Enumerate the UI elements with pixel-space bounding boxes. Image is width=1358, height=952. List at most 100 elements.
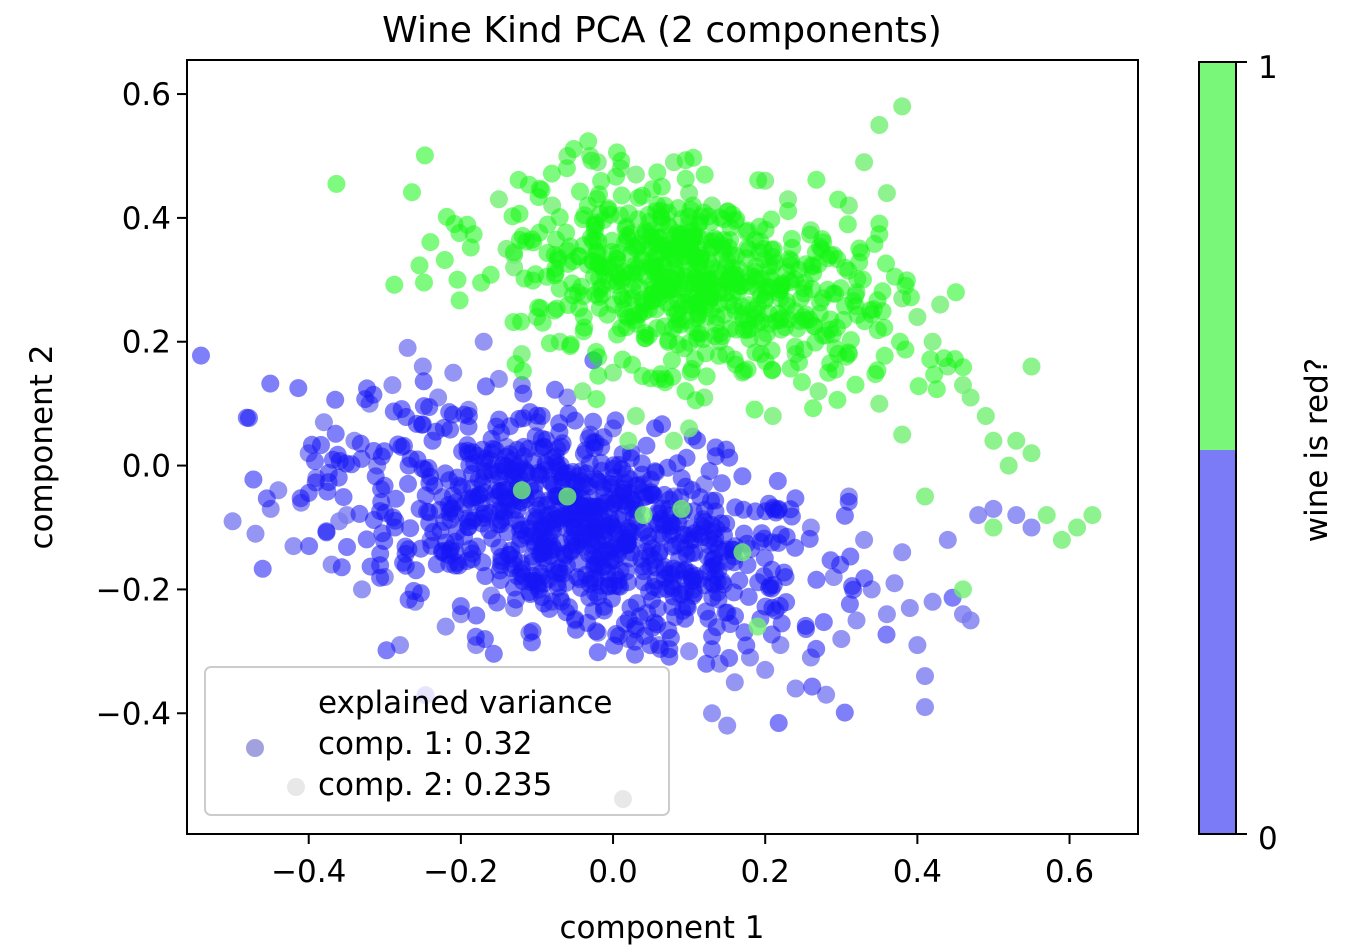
white-wine-point	[475, 483, 494, 502]
y-axis-ticks: −0.4 −0.2 0.0 0.2 0.4 0.6	[96, 77, 187, 732]
red-wine-point	[961, 388, 980, 407]
red-wine-point	[794, 279, 813, 298]
scatter-points-layer	[192, 97, 1102, 735]
white-wine-point	[584, 412, 603, 431]
red-wine-point	[533, 313, 552, 332]
red-wine-point	[1007, 431, 1026, 450]
red-wine-point	[652, 177, 671, 196]
white-wine-point	[916, 698, 934, 717]
white-wine-point	[720, 649, 739, 667]
white-wine-point	[414, 372, 433, 391]
red-wine-point	[450, 291, 469, 310]
white-wine-point	[768, 472, 787, 490]
red-wine-point	[727, 246, 746, 265]
red-wine-point	[509, 170, 528, 189]
red-wine-point	[385, 275, 404, 294]
legend-line-3: comp. 2: 0.235	[318, 767, 552, 803]
white-wine-point	[707, 618, 726, 637]
red-wine-point	[723, 284, 742, 303]
white-wine-point	[684, 530, 703, 549]
white-wine-point	[653, 499, 672, 518]
white-wine-point	[579, 429, 598, 448]
white-wine-point	[364, 511, 383, 529]
red-wine-point	[921, 350, 940, 369]
white-wine-point	[756, 502, 775, 521]
white-wine-point	[257, 489, 276, 508]
red-wine-point	[769, 304, 788, 323]
red-wine-point	[790, 261, 808, 279]
red-wine-point	[604, 363, 622, 382]
white-wine-point	[338, 538, 356, 556]
red-wine-point	[927, 380, 946, 399]
white-wine-point	[361, 557, 380, 576]
white-wine-point	[386, 489, 405, 508]
white-wine-point	[908, 636, 927, 655]
red-wine-point	[752, 286, 770, 305]
white-wine-point	[923, 592, 942, 611]
white-wine-point	[938, 530, 957, 549]
white-wine-point	[384, 508, 403, 527]
white-wine-point	[643, 485, 662, 504]
red-wine-point	[875, 346, 894, 365]
red-wine-point	[596, 266, 615, 285]
white-wine-point	[501, 417, 519, 436]
plot-frame	[186, 59, 1139, 835]
white-wine-point	[697, 654, 716, 673]
white-wine-point	[534, 594, 553, 613]
white-wine-point	[618, 536, 636, 555]
red-wine-point	[846, 375, 865, 394]
red-wine-point	[852, 243, 871, 262]
white-wine-point	[755, 549, 774, 568]
white-wine-point	[306, 452, 324, 471]
red-wine-point	[630, 235, 649, 254]
red-wine-point	[542, 164, 561, 183]
red-wine-point	[865, 234, 884, 253]
white-wine-point	[422, 536, 441, 555]
white-wine-point	[724, 583, 743, 602]
red-wine-point	[448, 270, 467, 289]
red-wine-point	[561, 335, 580, 354]
red-wine-point	[589, 366, 608, 385]
white-wine-point	[474, 332, 493, 351]
red-wine-point	[564, 140, 583, 158]
red-wine-point	[779, 202, 798, 220]
red-wine-point	[682, 360, 701, 378]
red-wine-point	[530, 179, 549, 198]
y-tick-label: −0.2	[96, 572, 171, 608]
x-tick-label: 0.4	[893, 854, 942, 890]
red-wine-point	[807, 170, 826, 189]
white-wine-point	[609, 510, 628, 529]
legend-marker-blue	[246, 739, 264, 757]
red-wine-point	[574, 322, 593, 341]
red-wine-point	[792, 373, 811, 392]
red-wine-point	[666, 304, 684, 323]
white-wine-point	[786, 489, 805, 508]
red-wine-point	[804, 399, 823, 418]
white-wine-point	[468, 537, 486, 556]
white-wine-point	[314, 413, 333, 432]
red-wine-point	[557, 159, 576, 178]
white-wine-point	[603, 538, 622, 557]
white-wine-point	[1022, 518, 1041, 537]
red-wine-point	[931, 295, 950, 314]
red-wine-point	[648, 246, 667, 265]
white-wine-point	[622, 449, 640, 468]
white-wine-point	[712, 474, 731, 493]
red-wine-point	[877, 254, 895, 273]
white-wine-point	[706, 502, 725, 521]
legend-line-1: explained variance	[318, 685, 613, 721]
x-tick-label: 0.0	[588, 854, 637, 890]
red-wine-point	[714, 231, 733, 250]
white-wine-point	[771, 525, 790, 544]
white-wine-point	[653, 415, 672, 434]
white-wine-point	[702, 640, 721, 659]
white-wine-point	[604, 459, 623, 478]
white-wine-point	[800, 529, 819, 548]
white-wine-point	[839, 492, 858, 511]
white-wine-point	[961, 611, 980, 630]
red-wine-point	[630, 278, 649, 297]
white-wine-point	[568, 568, 587, 587]
white-wine-point	[969, 506, 988, 525]
red-wine-point	[946, 283, 965, 302]
red-wine-point	[866, 365, 885, 384]
